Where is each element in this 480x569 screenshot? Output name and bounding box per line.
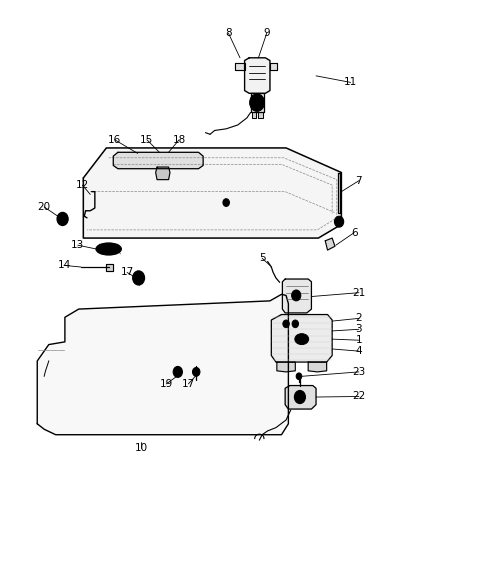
Polygon shape [285,386,316,409]
Text: 12: 12 [76,180,89,190]
Polygon shape [252,113,256,118]
Text: 23: 23 [352,367,365,377]
Circle shape [292,320,299,328]
Ellipse shape [295,333,309,345]
Polygon shape [325,238,335,250]
Polygon shape [107,264,113,271]
Circle shape [173,366,182,377]
Polygon shape [308,362,326,372]
Text: 17: 17 [120,267,134,278]
Circle shape [250,94,264,112]
Circle shape [335,216,344,227]
Polygon shape [258,113,263,118]
Text: 8: 8 [225,28,232,38]
Text: 17: 17 [182,379,195,389]
Circle shape [192,368,200,376]
Polygon shape [251,93,264,113]
Text: 21: 21 [352,288,365,298]
Circle shape [223,199,229,207]
Polygon shape [282,279,312,313]
Polygon shape [271,315,332,362]
Circle shape [253,98,261,107]
Polygon shape [84,148,341,238]
Polygon shape [235,63,245,71]
Text: 6: 6 [351,228,358,238]
Polygon shape [338,172,340,213]
Ellipse shape [96,243,121,255]
Text: 9: 9 [264,28,270,38]
Text: 10: 10 [134,443,147,453]
Circle shape [294,390,305,403]
Text: 1: 1 [356,335,362,345]
Text: 13: 13 [71,240,84,250]
Polygon shape [113,152,203,168]
Text: 7: 7 [356,176,362,185]
Circle shape [60,215,66,222]
Circle shape [132,271,144,285]
Text: 11: 11 [344,77,357,88]
Circle shape [292,290,301,301]
Text: 22: 22 [352,391,365,402]
Text: 5: 5 [259,253,265,263]
Polygon shape [245,58,270,93]
Text: 14: 14 [57,261,71,270]
Circle shape [283,320,289,328]
Polygon shape [270,63,277,71]
Text: 2: 2 [356,314,362,323]
Circle shape [296,373,302,380]
Polygon shape [37,294,288,435]
Text: 20: 20 [37,202,51,212]
Polygon shape [277,362,295,372]
Circle shape [57,212,68,225]
Text: 18: 18 [172,135,186,145]
Text: 16: 16 [108,135,121,145]
Text: 3: 3 [356,324,362,335]
Polygon shape [156,167,170,180]
Text: 19: 19 [160,379,173,389]
Text: 15: 15 [140,135,154,145]
Text: 4: 4 [356,346,362,356]
